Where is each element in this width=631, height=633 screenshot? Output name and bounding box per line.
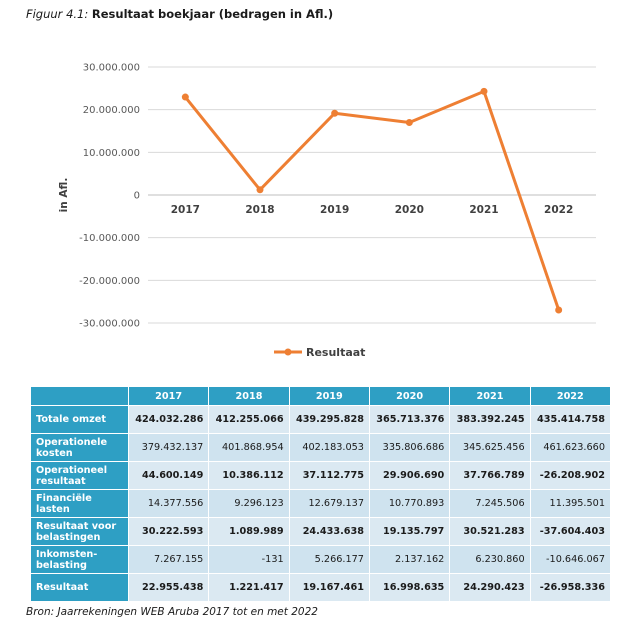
x-tick-label: 2018: [245, 204, 274, 216]
table-cell: -37.604.403: [529, 517, 612, 546]
legend-label: Resultaat: [306, 346, 365, 359]
column-header: 2022: [529, 386, 612, 406]
column-header: 2020: [368, 386, 451, 406]
table-cell: 383.392.245: [449, 405, 531, 434]
table-cell: 2.137.162: [368, 545, 451, 574]
data-point: [405, 118, 413, 126]
table-cell: 461.623.660: [529, 433, 612, 462]
table-cell: 16.998.635: [368, 573, 451, 602]
figure-title: Figuur 4.1: Resultaat boekjaar (bedragen…: [26, 7, 333, 21]
figure-label: Figuur 4.1:: [26, 7, 89, 21]
table-row: Financiële lasten 14.377.556 9.296.123 12.6…: [30, 489, 612, 518]
y-axis-title: in Afl.: [58, 178, 70, 213]
table-cell: 435.414.758: [529, 405, 612, 434]
table-cell: -10.646.067: [529, 545, 612, 574]
data-point: [480, 87, 488, 95]
data-point: [256, 186, 264, 194]
line-chart: 30.000.000 20.000.000 10.000.000 0 -10.000.0…: [58, 63, 596, 359]
row-label: Resultaat voor belastingen: [30, 517, 129, 546]
y-tick-label: -30.000.000: [79, 319, 140, 330]
row-label: Operationele kosten: [30, 433, 129, 462]
table-cell: 37.766.789: [449, 461, 531, 490]
table-cell: 345.625.456: [449, 433, 531, 462]
table-cell: 14.377.556: [127, 489, 210, 518]
table-cell: 379.432.137: [127, 433, 210, 462]
table-cell: 30.521.283: [449, 517, 531, 546]
x-tick-label: 2022: [544, 204, 573, 216]
table-cell: 365.713.376: [368, 405, 451, 434]
table-row: Resultaat voor belastingen 30.222.593 1.08…: [30, 517, 612, 546]
y-tick-label: 0: [134, 191, 140, 202]
table-cell: 24.290.423: [449, 573, 531, 602]
x-tick-label: 2019: [320, 204, 349, 216]
table-cell: 11.395.501: [529, 489, 612, 518]
table-row: Operationeel resultaat 44.600.149 10.386.1…: [30, 461, 612, 490]
table-cell: 30.222.593: [127, 517, 210, 546]
table-header-row: 2017 2018 2019 2020 2021 2022: [30, 386, 612, 406]
data-point: [181, 93, 189, 101]
table-cell: 12.679.137: [288, 489, 370, 518]
table-cell: 24.433.638: [288, 517, 370, 546]
column-header: 2017: [127, 386, 210, 406]
table-row: Totale omzet 424.032.286 412.255.066 439.29…: [30, 405, 612, 434]
x-tick-label: 2020: [395, 204, 424, 216]
table-cell: 37.112.775: [288, 461, 370, 490]
table-corner: [30, 386, 129, 406]
table-cell: -26.208.902: [529, 461, 612, 490]
table-cell: 10.770.893: [368, 489, 451, 518]
y-tick-label: 20.000.000: [83, 105, 140, 116]
column-header: 2018: [208, 386, 290, 406]
column-header: 2021: [449, 386, 531, 406]
table-cell: 439.295.828: [288, 405, 370, 434]
row-label: Financiële lasten: [30, 489, 129, 518]
table-cell: -131: [208, 545, 290, 574]
row-label: Inkomsten-belasting: [30, 545, 129, 574]
table-cell: 19.167.461: [288, 573, 370, 602]
table-cell: 424.032.286: [127, 405, 210, 434]
table-cell: 19.135.797: [368, 517, 451, 546]
table-cell: 1.221.417: [208, 573, 290, 602]
table-cell: 412.255.066: [208, 405, 290, 434]
table-row: Resultaat 22.955.438 1.221.417 19.167.461 16…: [30, 573, 612, 602]
table-cell: 22.955.438: [127, 573, 210, 602]
legend-marker: [284, 348, 292, 356]
series-line: [183, 89, 561, 312]
source-note: Bron: Jaarrekeningen WEB Aruba 2017 tot …: [26, 606, 318, 618]
table-cell: 5.266.177: [288, 545, 370, 574]
table-cell: 44.600.149: [127, 461, 210, 490]
x-tick-label: 2017: [171, 204, 200, 216]
table-cell: 402.183.053: [288, 433, 370, 462]
row-label: Operationeel resultaat: [30, 461, 129, 490]
table-cell: -26.958.336: [529, 573, 612, 602]
table-cell: 9.296.123: [208, 489, 290, 518]
y-tick-label: -20.000.000: [79, 276, 140, 287]
result-table: 2017 2018 2019 2020 2021 2022 Totale omz…: [30, 386, 612, 602]
table-row: Operationele kosten 379.432.137 401.868.95…: [30, 433, 612, 462]
row-label: Totale omzet: [30, 405, 129, 434]
table-cell: 7.267.155: [127, 545, 210, 574]
row-label: Resultaat: [30, 573, 129, 602]
table-cell: 1.089.989: [208, 517, 290, 546]
x-tick-label: 2021: [469, 204, 498, 216]
figure-heading: Resultaat boekjaar (bedragen in Afl.): [91, 7, 334, 21]
data-point: [331, 109, 339, 117]
table-cell: 7.245.506: [449, 489, 531, 518]
y-tick-label: -10.000.000: [79, 233, 140, 244]
table-row: Inkomsten-belasting 7.267.155 -131 5.266.17…: [30, 545, 612, 574]
table-cell: 29.906.690: [368, 461, 451, 490]
y-tick-label: 30.000.000: [83, 63, 140, 74]
column-header: 2019: [288, 386, 370, 406]
table-cell: 6.230.860: [449, 545, 531, 574]
data-point: [555, 306, 563, 314]
table-cell: 10.386.112: [208, 461, 290, 490]
y-tick-label: 10.000.000: [83, 148, 140, 159]
table-cell: 335.806.686: [368, 433, 451, 462]
table-cell: 401.868.954: [208, 433, 290, 462]
